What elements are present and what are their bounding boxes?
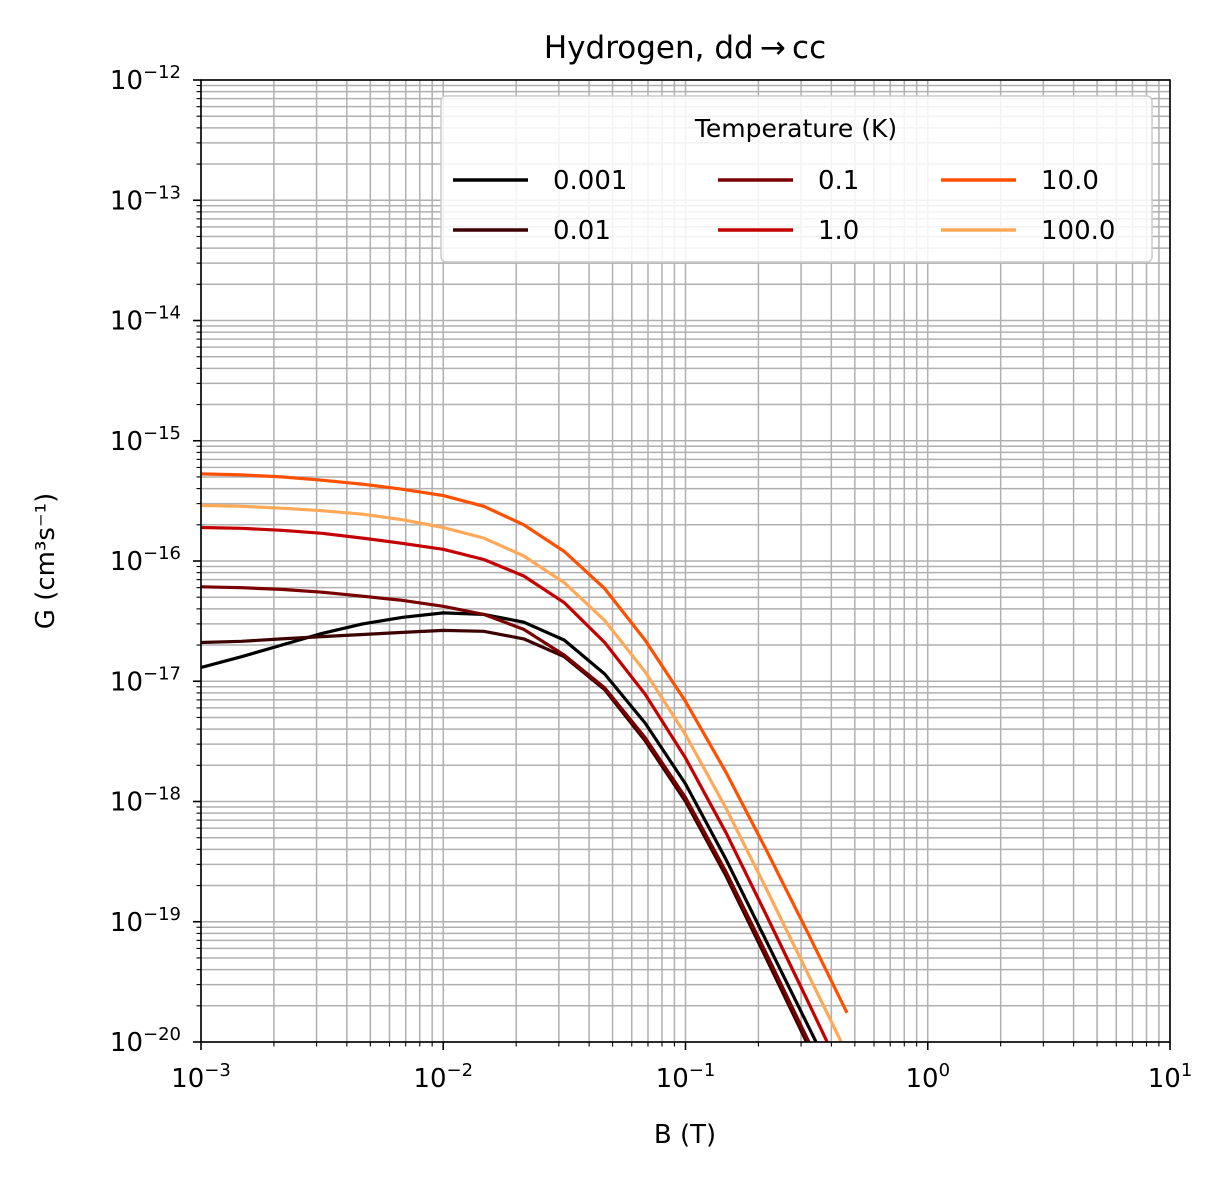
series-line-0.1 <box>201 585 811 1042</box>
series-line-100.0 <box>201 503 844 1042</box>
x-axis-label: B (T) <box>654 1120 716 1150</box>
y-tick-label: 10−18 <box>110 784 181 818</box>
x-tick-label: 10−3 <box>171 1060 231 1094</box>
y-tick-label: 10−19 <box>110 904 181 938</box>
legend: Temperature (K) 0.001 0.01 0.1 1.0 10.0 100.0 <box>440 95 1153 263</box>
ticks <box>193 79 1171 1050</box>
x-tick-label: 101 <box>1148 1060 1193 1094</box>
y-tick-label: 10−16 <box>110 543 181 577</box>
legend-label: 10.0 <box>1041 166 1099 196</box>
y-tick-label: 10−14 <box>110 303 181 337</box>
legend-label: 0.001 <box>553 166 627 196</box>
legend-label: 100.0 <box>1041 216 1115 246</box>
series-line-0.01 <box>201 628 809 1042</box>
grid <box>200 79 1171 1043</box>
series-layer <box>201 472 849 1042</box>
chart-title: Hydrogen, dd → cc <box>544 30 826 66</box>
legend-label: 0.1 <box>818 166 859 196</box>
x-tick-label: 10−2 <box>413 1060 473 1094</box>
legend-entries: 0.001 0.01 0.1 1.0 10.0 100.0 <box>453 166 1115 246</box>
series-line-10.0 <box>201 472 849 1014</box>
y-tick-label: 10−15 <box>110 423 181 457</box>
x-tick-label: 100 <box>905 1060 950 1094</box>
x-tick-labels: 10−3 10−2 10−1 100 101 <box>171 1060 1192 1094</box>
legend-label: 0.01 <box>553 216 611 246</box>
y-tick-label: 10−13 <box>110 182 181 216</box>
y-tick-labels: 10−20 10−19 10−18 10−17 10−16 10−15 10−14 10−13… <box>110 62 181 1058</box>
series-line-1.0 <box>201 525 829 1042</box>
legend-title: Temperature (K) <box>694 114 897 143</box>
legend-label: 1.0 <box>818 216 859 246</box>
y-tick-label: 10−12 <box>110 62 181 96</box>
x-tick-label: 10−1 <box>656 1060 716 1094</box>
legend-box <box>440 95 1153 263</box>
y-axis-label: G (cm³s⁻¹) <box>31 493 61 629</box>
y-tick-label: 10−17 <box>110 663 181 697</box>
y-tick-label: 10−20 <box>110 1024 181 1058</box>
